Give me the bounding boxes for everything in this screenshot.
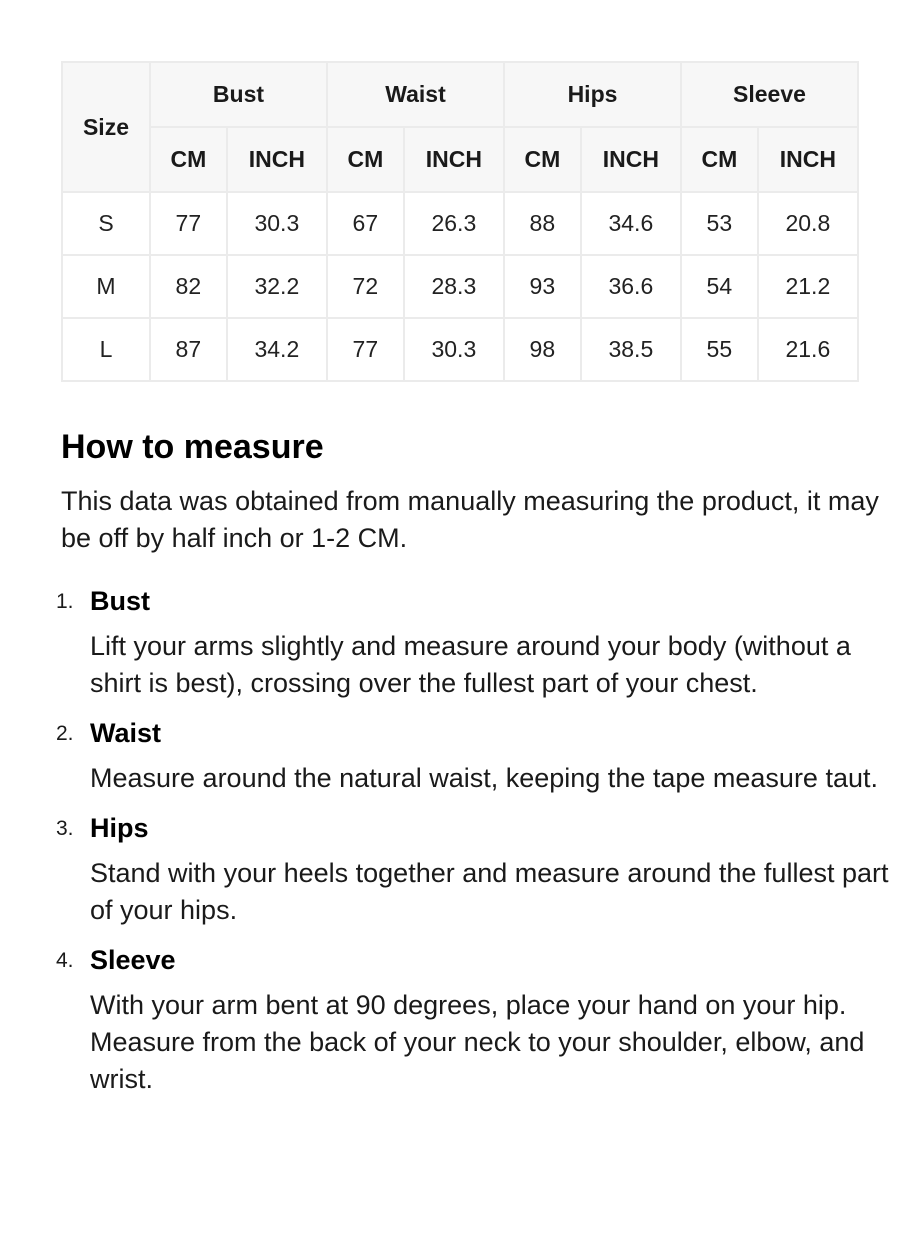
step-title: Bust xyxy=(90,586,150,616)
measurement-cell: 36.6 xyxy=(579,254,682,319)
unit-header: INCH xyxy=(756,126,860,193)
measurement-cell: 55 xyxy=(679,317,759,382)
step-item: 2. Waist Measure around the natural waist,… xyxy=(30,715,890,797)
table-row: S 77 30.3 67 26.3 88 34.6 53 20.8 xyxy=(61,191,860,256)
step-item: 1. Bust Lift your arms slightly and measur… xyxy=(30,583,890,702)
unit-header: INCH xyxy=(225,126,328,193)
table-row: M 82 32.2 72 28.3 93 36.6 54 21.2 xyxy=(61,254,860,319)
measurement-cell: 54 xyxy=(679,254,759,319)
step-number: 3. xyxy=(56,817,74,840)
step-title: Waist xyxy=(90,718,162,748)
measurement-cell: 77 xyxy=(325,317,405,382)
step-number: 4. xyxy=(56,949,74,972)
measurement-cell: 88 xyxy=(502,191,582,256)
measurement-cell: 93 xyxy=(502,254,582,319)
step-title: Sleeve xyxy=(90,945,176,975)
measurement-cell: 34.2 xyxy=(225,317,328,382)
measurement-cell: 72 xyxy=(325,254,405,319)
measurement-cell: 34.6 xyxy=(579,191,682,256)
measurement-cell: 26.3 xyxy=(402,191,505,256)
group-header: Bust xyxy=(148,61,328,128)
size-header: Size xyxy=(61,61,151,193)
unit-header: CM xyxy=(325,126,405,193)
measurement-cell: 21.6 xyxy=(756,317,860,382)
measurement-cell: 87 xyxy=(148,317,228,382)
section-title: How to measure xyxy=(61,428,324,466)
intro-text: This data was obtained from manually mea… xyxy=(61,486,879,553)
unit-header: CM xyxy=(148,126,228,193)
step-item: 3. Hips Stand with your heels together and… xyxy=(30,810,890,929)
step-number: 2. xyxy=(56,722,74,745)
step-description: Stand with your heels together and measu… xyxy=(90,858,889,925)
step-item: 4. Sleeve With your arm bent at 90 degrees… xyxy=(30,942,890,1098)
unit-header: CM xyxy=(502,126,582,193)
step-description: Lift your arms slightly and measure arou… xyxy=(90,631,851,698)
measurement-cell: 77 xyxy=(148,191,228,256)
measurement-cell: 30.3 xyxy=(225,191,328,256)
group-header: Hips xyxy=(502,61,682,128)
step-title: Hips xyxy=(90,813,149,843)
measurement-cell: 32.2 xyxy=(225,254,328,319)
size-cell: L xyxy=(61,317,151,382)
size-cell: M xyxy=(61,254,151,319)
measurement-cell: 82 xyxy=(148,254,228,319)
measurement-cell: 30.3 xyxy=(402,317,505,382)
table-row: L 87 34.2 77 30.3 98 38.5 55 21.6 xyxy=(61,317,860,382)
measurement-cell: 20.8 xyxy=(756,191,860,256)
measurement-cell: 38.5 xyxy=(579,317,682,382)
measurement-cell: 21.2 xyxy=(756,254,860,319)
step-description: Measure around the natural waist, keepin… xyxy=(90,763,878,793)
group-header: Sleeve xyxy=(679,61,860,128)
measurement-cell: 28.3 xyxy=(402,254,505,319)
measurement-cell: 53 xyxy=(679,191,759,256)
unit-header: CM xyxy=(679,126,759,193)
unit-header: INCH xyxy=(402,126,505,193)
measure-steps: 1. Bust Lift your arms slightly and measur… xyxy=(30,583,890,1111)
unit-header: INCH xyxy=(579,126,682,193)
measurement-cell: 67 xyxy=(325,191,405,256)
group-header: Waist xyxy=(325,61,505,128)
step-number: 1. xyxy=(56,590,74,613)
measurement-cell: 98 xyxy=(502,317,582,382)
step-description: With your arm bent at 90 degrees, place … xyxy=(90,990,865,1094)
size-cell: S xyxy=(61,191,151,256)
size-chart-table: Size Bust Waist Hips Sleeve CM INCH CM INCH… xyxy=(61,61,860,382)
